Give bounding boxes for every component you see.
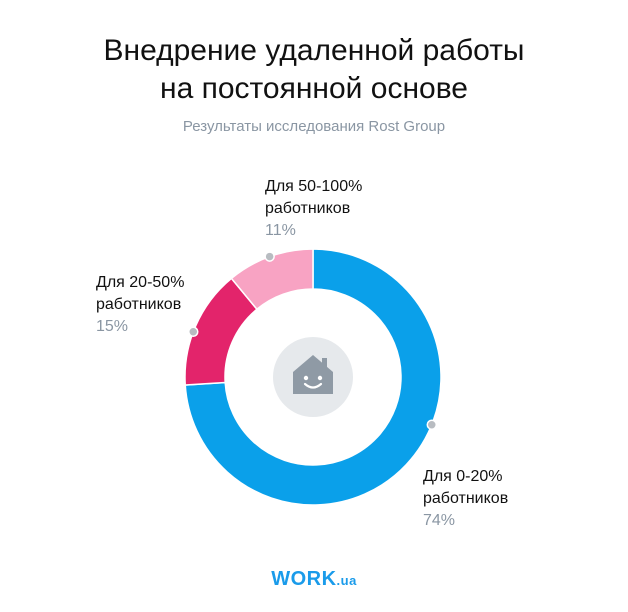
slice-marker-1: [188, 326, 199, 338]
logo-main: WORK: [271, 568, 337, 590]
slice-label-0-line-2: работников: [423, 490, 509, 507]
slice-label-1: Для 20-50% работников 15%: [96, 272, 184, 338]
slice-label-0: Для 0-20% работников 74%: [423, 466, 508, 532]
label-markers: [188, 251, 438, 430]
chart-title-line-2: на постоянной основе: [160, 72, 468, 105]
work-ua-logo[interactable]: WORK.ua: [0, 568, 628, 591]
chart-title: Внедрение удаленной работы на постоянной…: [0, 32, 628, 108]
slice-label-1-line-2: работников: [96, 296, 182, 313]
slice-label-2-line-2: работников: [265, 200, 351, 217]
slice-label-1-value: 15%: [96, 318, 129, 335]
slice-label-2: Для 50-100% работников 11%: [265, 176, 362, 242]
slice-label-1-line-1: Для 20-50%: [96, 274, 185, 291]
slice-label-0-line-1: Для 0-20%: [423, 468, 503, 485]
chart-title-line-1: Внедрение удаленной работы: [103, 34, 525, 67]
slice-label-2-line-1: Для 50-100%: [265, 178, 363, 195]
house-smile-icon: [293, 355, 333, 394]
slice-marker-0: [426, 419, 438, 430]
slice-label-2-value: 11%: [265, 222, 296, 239]
slice-label-0-value: 74%: [423, 512, 456, 529]
donut-slice-0: [184, 248, 442, 506]
house-face: [303, 375, 323, 389]
logo-suffix: .ua: [336, 573, 357, 588]
donut-slice-2: [230, 248, 314, 311]
donut-slices: [184, 248, 442, 506]
slice-marker-2: [264, 251, 275, 262]
chart-subtitle: Результаты исследования Rost Group: [182, 118, 446, 135]
